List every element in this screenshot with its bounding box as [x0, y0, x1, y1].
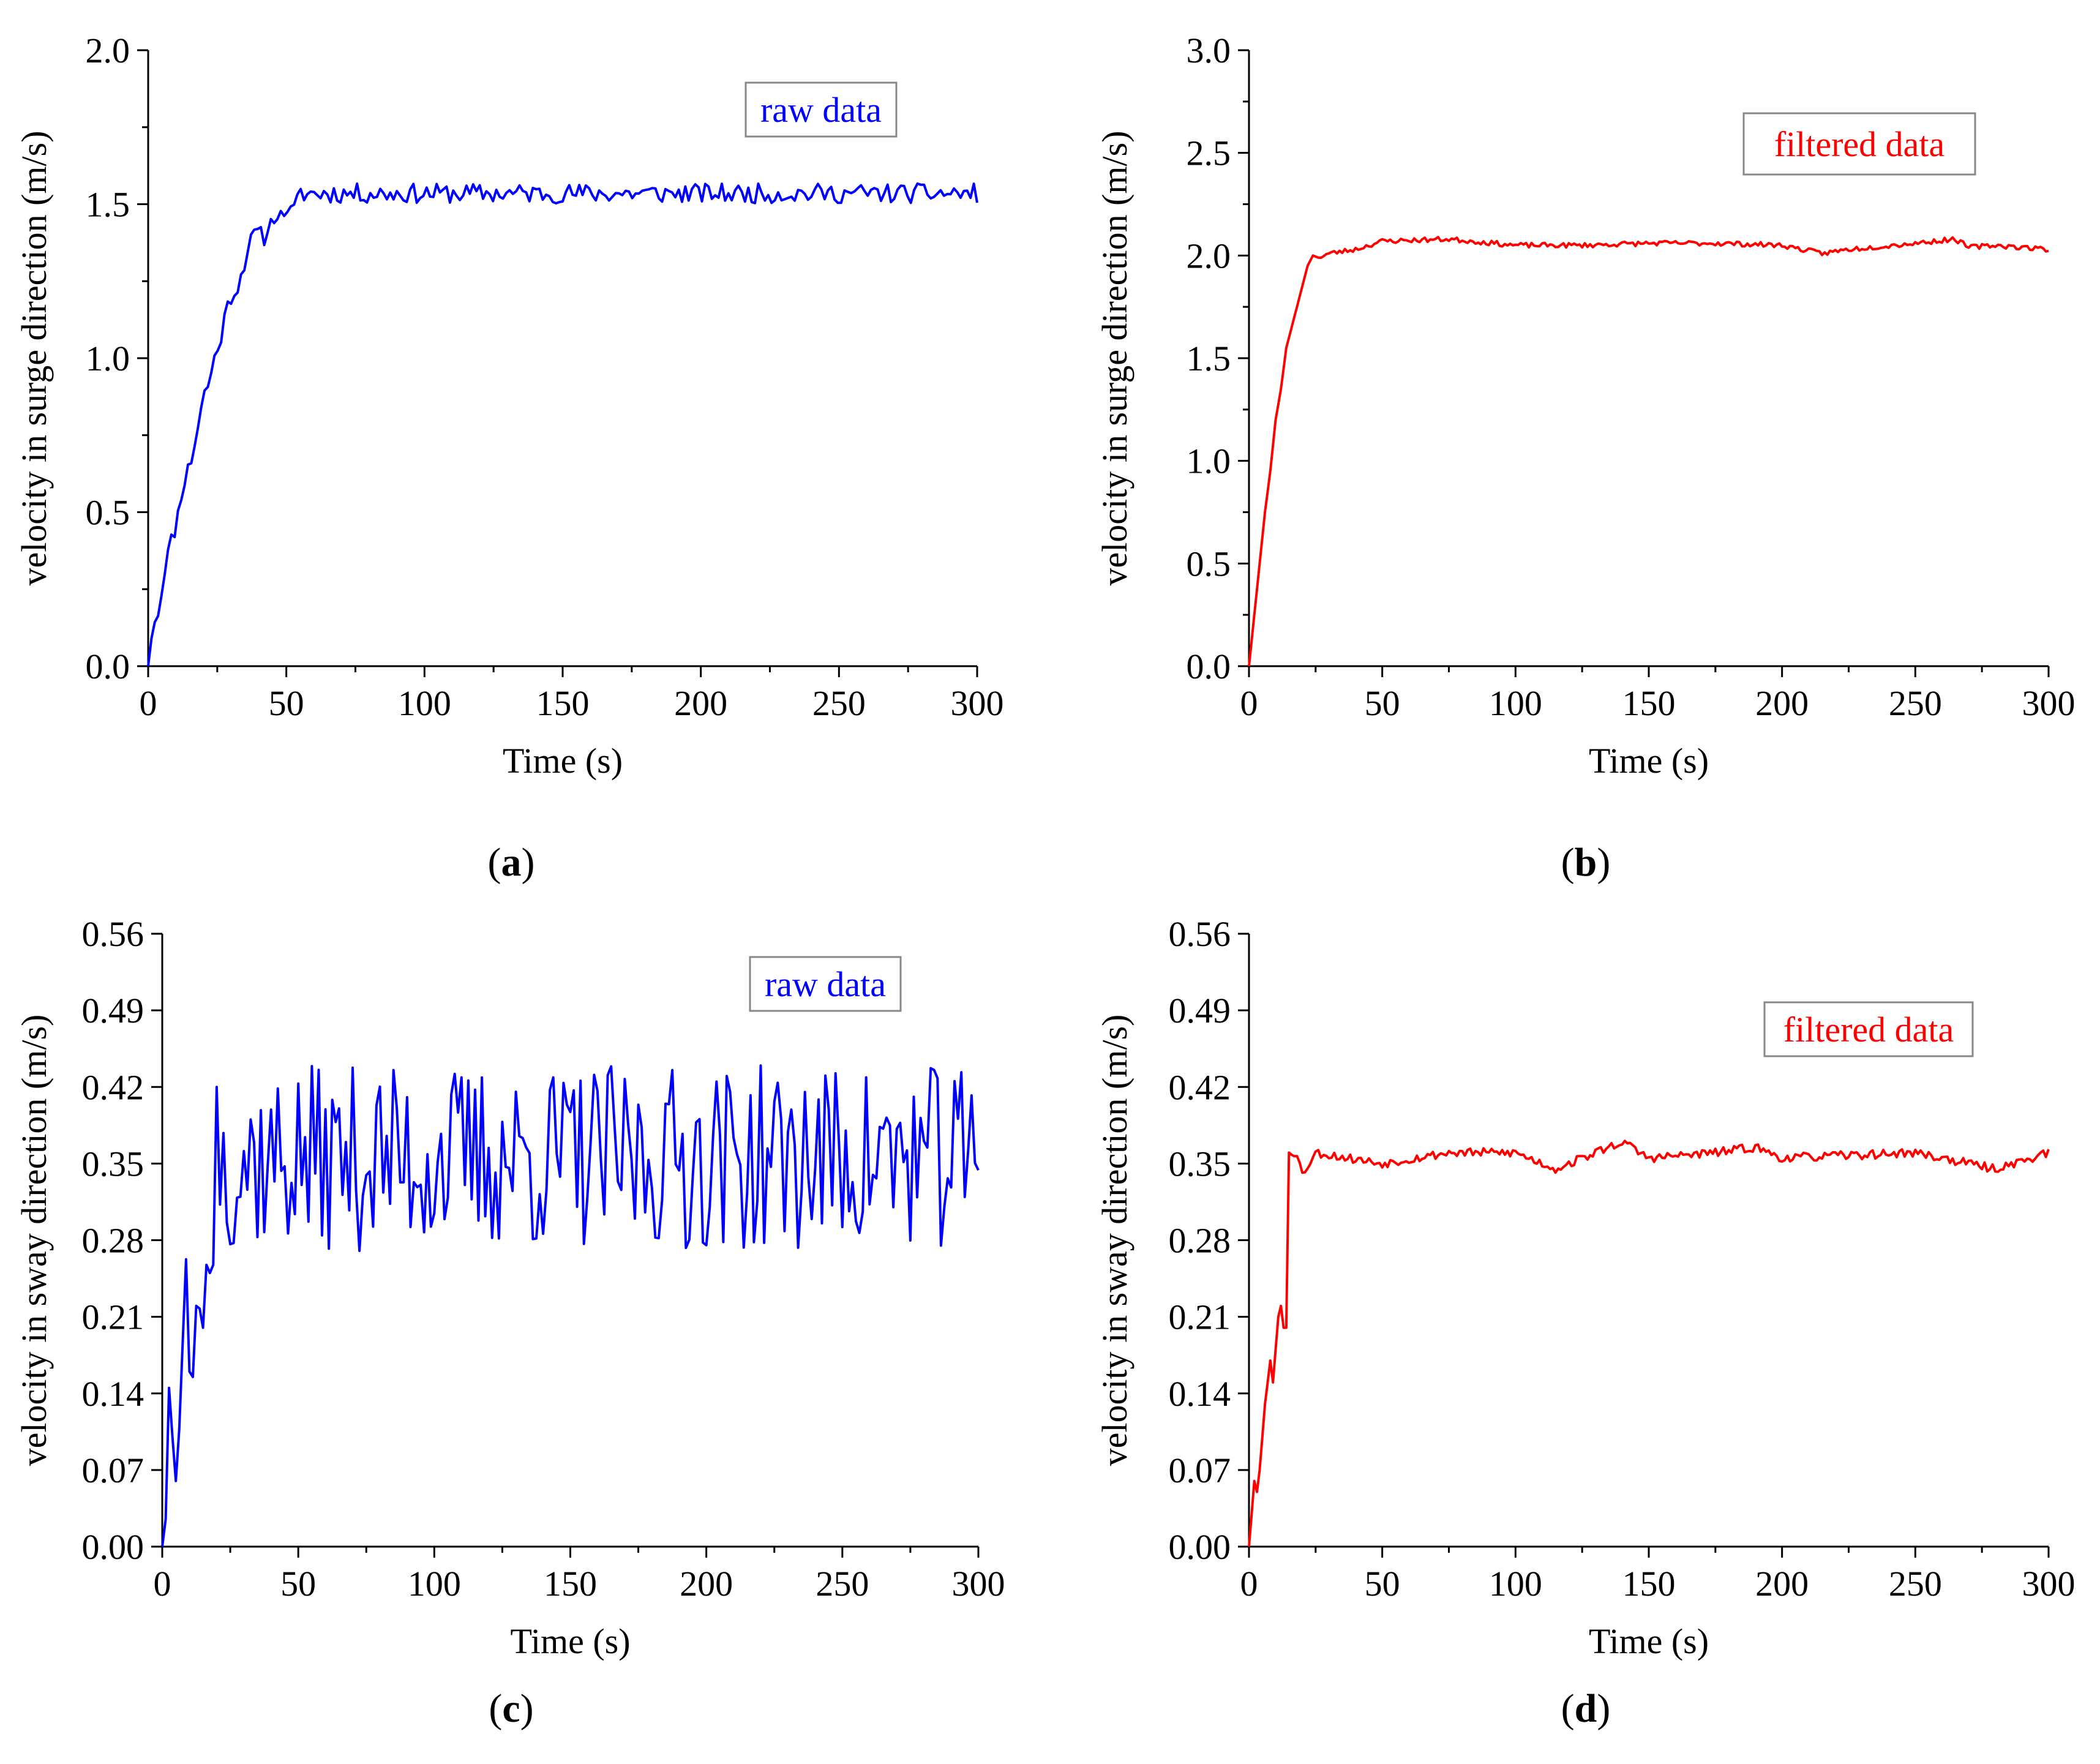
y-tick-label: 0.56	[1169, 914, 1231, 954]
x-tick-label: 0	[1240, 1564, 1258, 1604]
legend-box	[744, 81, 898, 138]
y-tick-label: 0.49	[1169, 991, 1231, 1030]
y-tick-label: 0.42	[82, 1067, 144, 1107]
x-tick-label: 100	[398, 683, 451, 723]
x-tick-label: 50	[269, 683, 304, 723]
y-tick-label: 0.35	[1169, 1144, 1231, 1184]
y-tick-label: 0.14	[82, 1374, 144, 1414]
y-tick-label: 2.5	[1187, 133, 1231, 173]
legend-label: raw data	[765, 964, 886, 1004]
y-tick-label: 0.0	[1187, 647, 1231, 686]
y-tick-label: 1.0	[1187, 441, 1231, 481]
y-tick-label: 0.28	[82, 1221, 144, 1261]
x-tick-label: 300	[2022, 1564, 2076, 1604]
x-tick-label: 0	[154, 1564, 171, 1604]
x-tick-label: 150	[1622, 1564, 1676, 1604]
chart-panel-b: 0 50 100 150 200 250 300 0.0 0.5 1.0 1.5 2.0 2.5 3.0 T…	[1095, 31, 2076, 885]
x-tick-label: 200	[674, 683, 727, 723]
y-tick-label: 0.00	[1169, 1527, 1231, 1567]
x-tick-label: 150	[1622, 683, 1676, 723]
y-tick-label: 0.07	[82, 1451, 144, 1490]
x-tick-label: 0	[140, 683, 157, 723]
y-tick-label: 0.21	[82, 1297, 144, 1337]
x-axis-title: Time (s)	[503, 741, 623, 781]
x-tick-label: 150	[536, 683, 590, 723]
x-tick-label: 300	[952, 1564, 1005, 1604]
chart-panel-c: 0 50 100 150 200 250 300 0.00 0.07 0.14 0.21 0.28 0.…	[14, 914, 1005, 1731]
x-tick-label: 250	[1889, 1564, 1942, 1604]
y-tick-label: 0.56	[82, 914, 144, 954]
legend-box	[1763, 1001, 1974, 1057]
x-tick-label: 200	[1755, 1564, 1809, 1604]
y-tick-label: 1.5	[86, 185, 130, 225]
y-tick-label: 1.0	[86, 339, 130, 378]
series-line-raw-data	[161, 1064, 980, 1547]
series-line-filtered-data	[1248, 236, 2049, 667]
x-tick-label: 150	[544, 1564, 597, 1604]
x-axis-title: Time (s)	[510, 1621, 630, 1661]
y-tick-label: 2.0	[86, 31, 130, 70]
x-tick-label: 50	[280, 1564, 316, 1604]
x-tick-label: 100	[408, 1564, 461, 1604]
panel-caption: (d)	[1561, 1686, 1611, 1731]
x-tick-label: 50	[1365, 1564, 1400, 1604]
y-axis-title: velocity in sway direction (m/s)	[14, 1015, 54, 1466]
legend-box	[1742, 112, 1976, 176]
y-tick-label: 0.5	[1187, 544, 1231, 584]
y-axis-title: velocity in sway direction (m/s)	[1095, 1015, 1134, 1466]
x-tick-label: 250	[816, 1564, 869, 1604]
y-tick-label: 3.0	[1187, 31, 1231, 70]
legend-label: filtered data	[1783, 1010, 1954, 1049]
x-tick-label: 100	[1489, 1564, 1542, 1604]
legend-box	[749, 956, 902, 1012]
legend-label: raw data	[760, 90, 882, 130]
x-axis-title: Time (s)	[1589, 741, 1709, 781]
chart-panel-a: 0 50 100 150 200 250 300 0.0 0.5 1.0 1.5 2.0 Time (s…	[14, 31, 1004, 885]
y-axis-title: velocity in surge direction (m/s)	[1095, 130, 1134, 585]
y-tick-label: 2.0	[1187, 236, 1231, 276]
y-tick-label: 0.00	[82, 1527, 144, 1567]
chart-panel-d: 0 50 100 150 200 250 300 0.00 0.07 0.14 0.21 0.28 0.…	[1095, 914, 2076, 1731]
y-tick-label: 0.14	[1169, 1374, 1231, 1414]
series-line-raw-data	[147, 182, 978, 667]
panel-caption: (a)	[488, 840, 535, 885]
x-tick-label: 100	[1489, 683, 1542, 723]
y-tick-label: 0.35	[82, 1144, 144, 1184]
y-tick-label: 0.42	[1169, 1067, 1231, 1107]
y-tick-label: 0.5	[86, 493, 130, 533]
x-tick-label: 250	[812, 683, 866, 723]
x-tick-label: 0	[1240, 683, 1258, 723]
x-tick-label: 50	[1365, 683, 1400, 723]
y-tick-label: 0.21	[1169, 1297, 1231, 1337]
panel-caption: (c)	[489, 1686, 533, 1731]
y-axis-title: velocity in surge direction (m/s)	[14, 130, 54, 585]
series-line-filtered-data	[1248, 1139, 2050, 1547]
x-axis-title: Time (s)	[1589, 1621, 1709, 1661]
x-tick-label: 300	[951, 683, 1004, 723]
y-tick-label: 1.5	[1187, 339, 1231, 378]
panel-caption: (b)	[1561, 840, 1611, 885]
y-tick-label: 0.49	[82, 991, 144, 1030]
x-tick-label: 200	[680, 1564, 733, 1604]
y-tick-label: 0.0	[86, 647, 130, 686]
x-tick-label: 200	[1755, 683, 1809, 723]
x-tick-label: 300	[2022, 683, 2076, 723]
x-tick-label: 250	[1889, 683, 1942, 723]
legend-label: filtered data	[1774, 124, 1945, 164]
y-tick-label: 0.07	[1169, 1451, 1231, 1490]
y-tick-label: 0.28	[1169, 1221, 1231, 1261]
